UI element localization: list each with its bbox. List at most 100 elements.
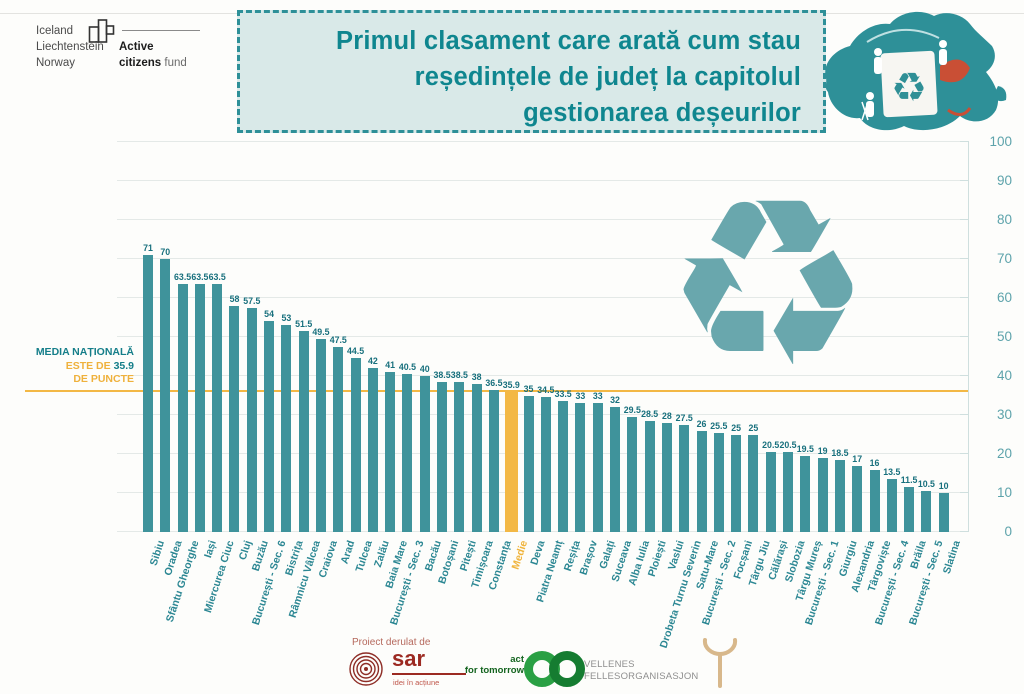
y-axis-tick-label: 60 bbox=[996, 290, 1012, 305]
national-average-note: MEDIA NAȚIONALĂ ESTE DE 35.9 DE PUNCTE bbox=[14, 346, 134, 387]
bar bbox=[419, 376, 430, 532]
bar bbox=[454, 381, 465, 532]
title-line-1: Primul clasament care arată cum stau bbox=[335, 27, 801, 55]
gridline bbox=[117, 180, 968, 181]
acf-word-citizens: citizens bbox=[119, 57, 162, 69]
y-axis-tick bbox=[960, 375, 968, 376]
bar bbox=[437, 381, 448, 532]
y-axis-tick bbox=[960, 297, 968, 298]
bar bbox=[713, 432, 724, 532]
gridline bbox=[117, 336, 968, 337]
bar bbox=[160, 259, 171, 532]
bar-value-label: 71 bbox=[143, 243, 153, 254]
eea-grants-icon bbox=[88, 18, 122, 49]
bar-value-label: 41 bbox=[385, 360, 396, 371]
bar bbox=[264, 321, 275, 532]
bar bbox=[402, 374, 413, 532]
bar bbox=[315, 338, 326, 532]
vellenes-logo-text: VELLENES FELLESORGANISASJON bbox=[584, 659, 698, 682]
gridline bbox=[117, 219, 968, 220]
bar-value-label: 44.5 bbox=[347, 346, 365, 357]
x-axis-label: Cluj bbox=[236, 539, 254, 562]
bar-value-label: 10.5 bbox=[917, 479, 935, 490]
recycle-watermark-icon: ♻ bbox=[664, 149, 872, 419]
y-axis-tick bbox=[960, 180, 968, 181]
bar-value-label: 42 bbox=[367, 356, 378, 367]
bar-value-label: 47.5 bbox=[329, 334, 347, 345]
y-axis-tick bbox=[960, 492, 968, 493]
bar bbox=[540, 397, 551, 532]
bar bbox=[817, 457, 828, 532]
eea-logo-rule bbox=[122, 30, 200, 31]
average-note-value: 35.9 bbox=[113, 359, 134, 372]
y-axis-tick-label: 40 bbox=[996, 368, 1012, 383]
y-axis-tick-label: 90 bbox=[996, 173, 1012, 188]
bar-value-label: 36.5 bbox=[485, 377, 503, 388]
sar-logo-rule bbox=[392, 673, 466, 675]
bar-value-label: 40 bbox=[419, 364, 430, 374]
bar-value-label: 38.5 bbox=[450, 369, 468, 380]
bar-value-label: 49.5 bbox=[312, 326, 330, 337]
bar-value-label: 20.5 bbox=[762, 440, 780, 451]
bar-value-label: 63.5 bbox=[208, 272, 226, 283]
bar bbox=[869, 469, 880, 532]
bar bbox=[765, 452, 776, 532]
bar-value-label: 28.5 bbox=[641, 408, 659, 419]
romania-map-illustration: ♻ bbox=[812, 0, 1008, 153]
bar bbox=[367, 368, 378, 532]
y-axis-tick-label: 0 bbox=[1004, 524, 1012, 539]
bar-value-label: 35 bbox=[523, 383, 534, 394]
bar bbox=[696, 430, 707, 532]
sar-logo-icon bbox=[347, 650, 385, 693]
project-by-label: Proiect derulat de bbox=[352, 637, 431, 648]
sar-tagline: idei în acțiune bbox=[393, 678, 440, 687]
bar-value-label: 63.5 bbox=[174, 272, 192, 283]
bar-value-label: 38.5 bbox=[433, 369, 451, 380]
y-axis-tick-label: 100 bbox=[989, 134, 1012, 149]
bar bbox=[281, 325, 292, 532]
bar-value-label: 33 bbox=[592, 391, 603, 402]
aft-word-for-tomorrow: for tomorrow bbox=[464, 664, 524, 676]
country-iceland: Iceland bbox=[36, 25, 74, 37]
gridline bbox=[117, 297, 968, 298]
bar-value-label: 18.5 bbox=[831, 447, 849, 458]
bar-value-label: 27.5 bbox=[675, 412, 693, 423]
y-axis-tick-label: 50 bbox=[996, 329, 1012, 344]
bar-chart-plot: 71 Sibiu 70 Oradea 63.5 Sfântu Gheorghe 63.5 Ia… bbox=[143, 141, 963, 650]
bar bbox=[938, 493, 949, 532]
bar bbox=[558, 401, 569, 532]
acf-word-fund: fund bbox=[164, 57, 187, 69]
active-citizens-fund-logo: Active citizens fund bbox=[119, 39, 187, 71]
bar-value-label: 33 bbox=[575, 391, 586, 402]
aft-word-act: act bbox=[510, 654, 524, 665]
bar-value-label: 11.5 bbox=[900, 475, 918, 486]
average-note-line2-prefix: ESTE DE bbox=[65, 359, 114, 372]
y-axis-tick bbox=[960, 453, 968, 454]
gridline bbox=[117, 141, 968, 142]
bar-value-label: 70 bbox=[160, 247, 171, 257]
bar-value-label: 32 bbox=[610, 395, 620, 406]
y-axis-tick-label: 80 bbox=[996, 212, 1012, 227]
y-axis-tick bbox=[960, 336, 968, 337]
sar-logo-text: sar bbox=[392, 646, 426, 671]
bar-value-label: 25 bbox=[748, 422, 759, 433]
x-axis-label: Deva bbox=[528, 539, 548, 567]
average-note-line3: DE PUNCTE bbox=[73, 373, 134, 385]
bar-value-label: 13.5 bbox=[883, 467, 901, 478]
bar bbox=[177, 284, 188, 532]
vellenes-line1: VELLENES bbox=[584, 659, 635, 670]
y-axis-tick-label: 70 bbox=[996, 251, 1012, 266]
bar-value-label: 53 bbox=[281, 313, 292, 324]
bar bbox=[298, 331, 309, 532]
x-axis-label: Iași bbox=[202, 539, 220, 560]
bar bbox=[194, 284, 205, 532]
y-axis-tick bbox=[960, 141, 968, 142]
y-axis-tick bbox=[960, 414, 968, 415]
vellenes-logo-icon bbox=[698, 638, 742, 693]
bar-value-label: 28 bbox=[662, 410, 672, 421]
bar bbox=[731, 434, 742, 532]
bar bbox=[143, 255, 153, 532]
bar-value-label: 54 bbox=[264, 309, 274, 320]
bar bbox=[627, 416, 638, 532]
